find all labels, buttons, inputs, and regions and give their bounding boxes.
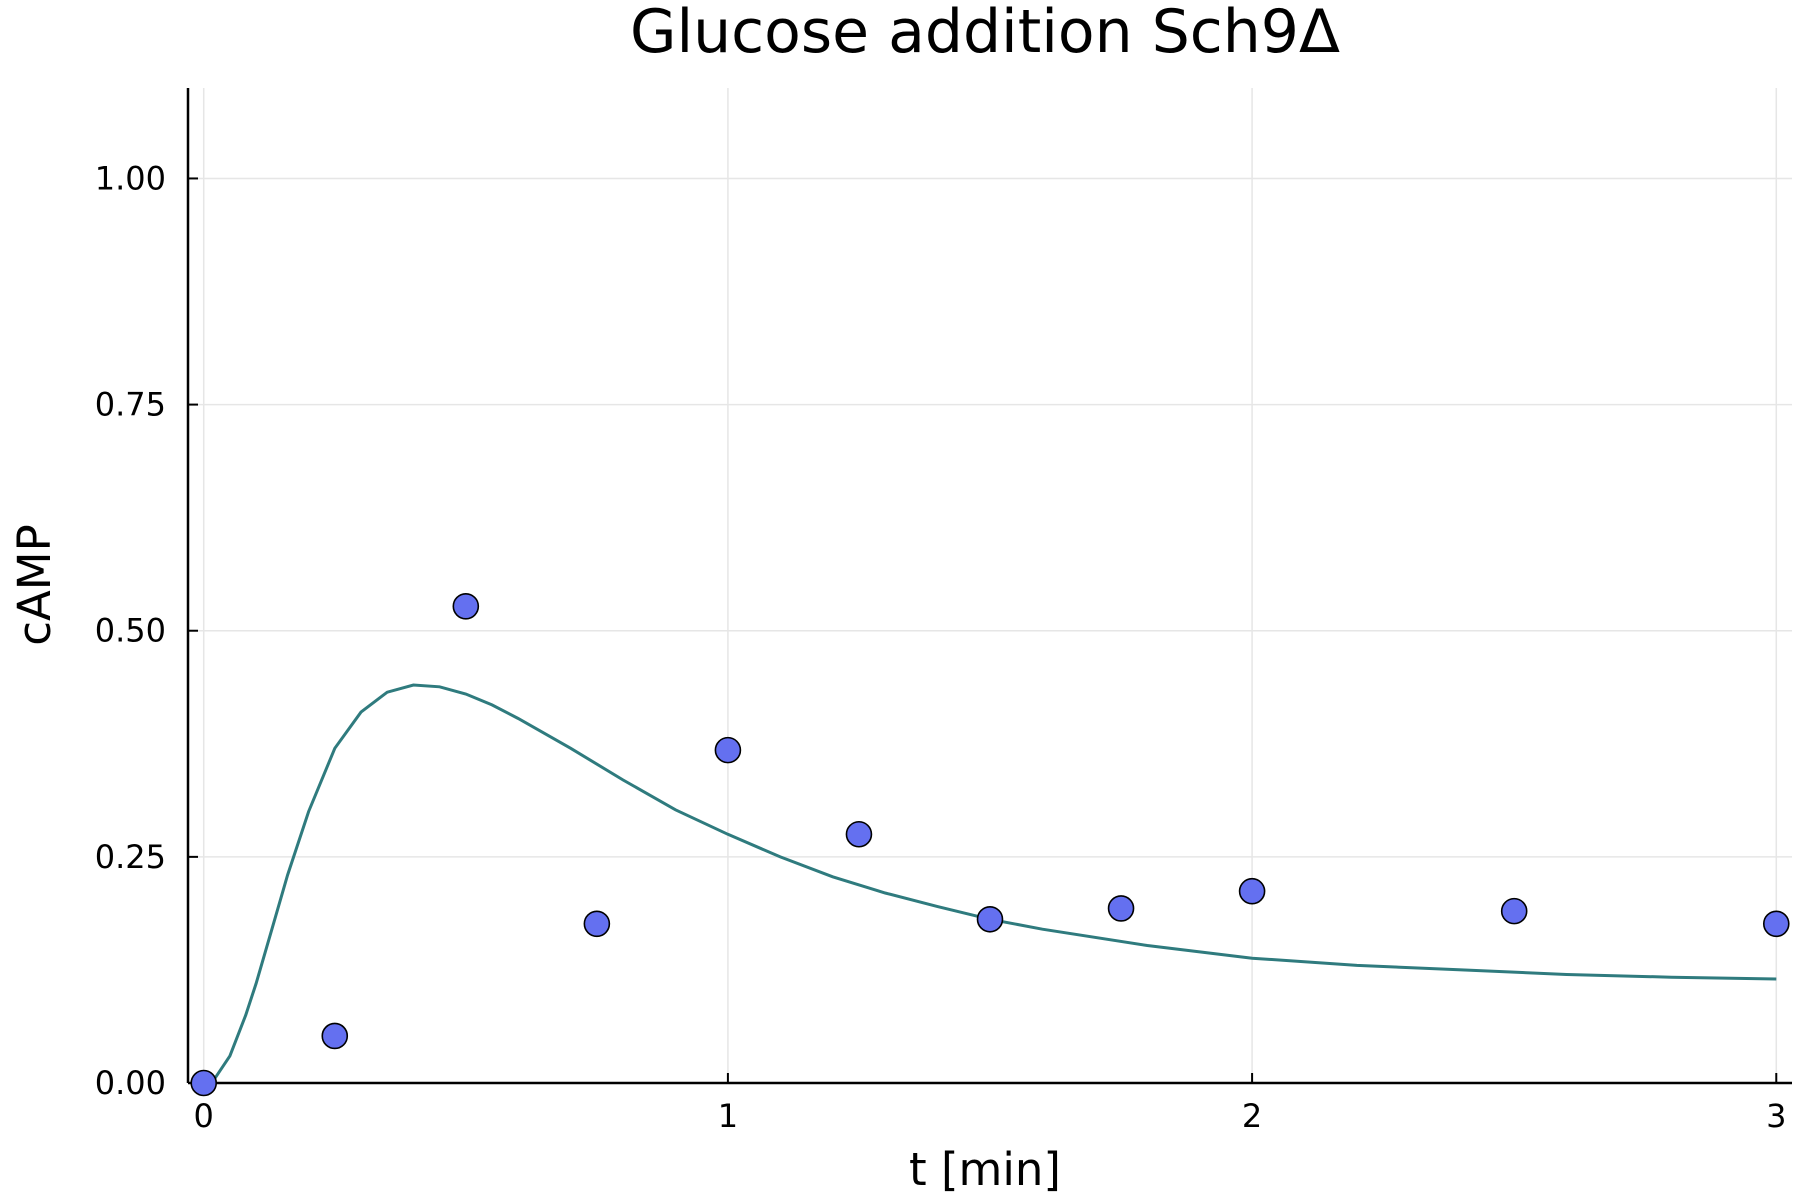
data-point xyxy=(1107,895,1135,922)
y-tick-label: 0.50 xyxy=(95,612,166,650)
x-tick-label: 2 xyxy=(1242,1097,1262,1135)
y-tick-label: 1.00 xyxy=(95,159,166,197)
x-tick-label: 0 xyxy=(194,1097,214,1135)
y-tick-label: 0.75 xyxy=(95,386,166,424)
ticks: 0 1 2 3 0.00 0.25 0.50 0.75 1.00 xyxy=(95,159,1787,1135)
data-point xyxy=(321,1022,349,1050)
x-axis-label: t [min] xyxy=(909,1143,1061,1196)
data-point xyxy=(845,820,873,848)
y-tick-label: 0.00 xyxy=(95,1064,166,1102)
axes xyxy=(186,88,1792,1085)
chart-title: Glucose addition Sch9Δ xyxy=(630,0,1340,67)
data-point xyxy=(1762,910,1790,938)
x-tick-label: 3 xyxy=(1766,1097,1786,1135)
y-tick-label: 0.25 xyxy=(95,838,166,876)
data-point xyxy=(714,736,742,764)
data-point xyxy=(190,1069,218,1097)
fit-curve xyxy=(203,683,1777,1085)
data-point xyxy=(1238,877,1266,905)
grid xyxy=(188,88,1792,1084)
data-point xyxy=(1500,897,1528,925)
data-point xyxy=(452,593,480,620)
data-points xyxy=(190,593,1790,1097)
data-point xyxy=(583,910,611,938)
x-tick-label: 1 xyxy=(718,1097,738,1135)
fit-curve-group xyxy=(203,683,1777,1085)
data-point xyxy=(976,905,1004,933)
y-axis-label: cAMP xyxy=(8,524,61,646)
